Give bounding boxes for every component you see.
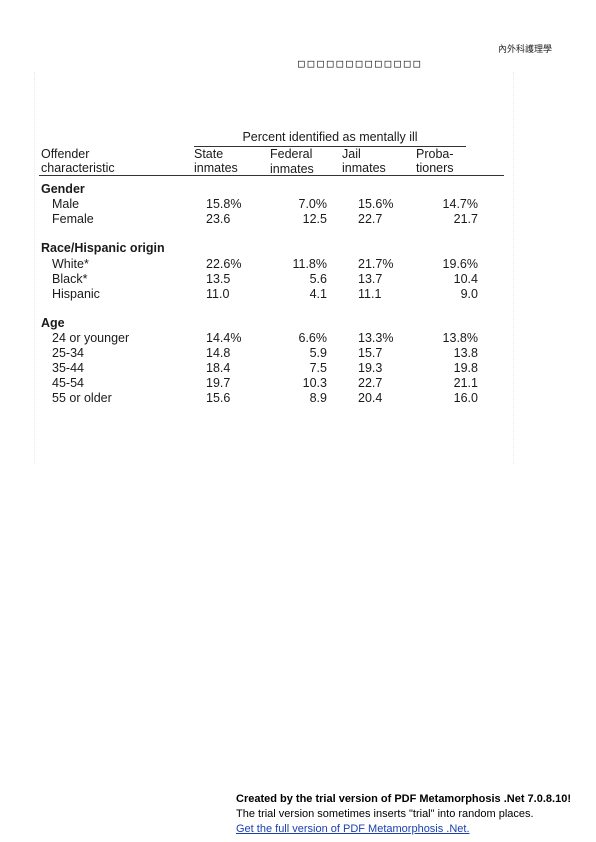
column-header-line1: Federal bbox=[270, 147, 313, 161]
row-header: Offender characteristic bbox=[41, 147, 115, 175]
federal-value: 7.5 bbox=[309, 361, 327, 375]
jail-value: 11.1 bbox=[358, 287, 382, 301]
jail-value: 19.3 bbox=[358, 361, 383, 375]
probationers-value: 21.7 bbox=[453, 212, 478, 226]
state-value: 13.5 bbox=[206, 272, 231, 286]
column-header-probationers: Proba- tioners bbox=[416, 147, 454, 175]
federal-value: 6.6% bbox=[298, 331, 328, 345]
federal-value: 11.8% bbox=[292, 257, 327, 271]
page-header-text: 內外科護理學 bbox=[497, 45, 552, 55]
jail-value: 21.7% bbox=[358, 257, 394, 271]
full-version-link[interactable]: Get the full version of PDF Metamorphosi… bbox=[236, 823, 470, 835]
section-title-race: Race/Hispanic origin bbox=[41, 241, 165, 255]
column-header-federal: Federal inmates bbox=[270, 147, 314, 177]
federal-value: 5.6 bbox=[309, 272, 327, 286]
jail-value: 22.7 bbox=[358, 212, 383, 226]
state-value: 19.7 bbox=[206, 376, 231, 390]
federal-value: 7.0% bbox=[298, 197, 328, 211]
row-header-line1: Offender bbox=[41, 147, 90, 161]
table-span-header: Percent identified as mentally ill bbox=[194, 130, 466, 147]
table-row: 35-44 18.4 7.5 19.3 19.8 bbox=[0, 361, 596, 376]
state-value: 15.8% bbox=[206, 197, 242, 211]
table-row: 25-34 14.8 5.9 15.7 13.8 bbox=[0, 346, 596, 361]
column-header-line1: Proba- bbox=[416, 147, 454, 161]
jail-value: 20.4 bbox=[358, 391, 383, 405]
jail-value: 22.7 bbox=[358, 376, 383, 390]
table-row: 55 or older 15.6 8.9 20.4 16.0 bbox=[0, 391, 596, 406]
probationers-value: 14.7% bbox=[442, 197, 478, 211]
column-header-line2: inmates bbox=[342, 161, 386, 175]
row-label: Black* bbox=[52, 272, 88, 286]
row-label: 25-34 bbox=[52, 346, 84, 360]
row-header-line2: characteristic bbox=[41, 161, 115, 175]
table-row: Hispanic 11.0 4.1 11.1 9.0 bbox=[0, 287, 596, 302]
state-value: 15.6 bbox=[206, 391, 231, 405]
federal-value: 10.3 bbox=[302, 376, 327, 390]
row-label: 24 or younger bbox=[52, 331, 130, 345]
column-header-line2: tioners bbox=[416, 161, 454, 175]
trial-notice: Created by the trial version of PDF Meta… bbox=[236, 792, 571, 837]
section-title-gender: Gender bbox=[41, 182, 85, 196]
probationers-value: 10.4 bbox=[453, 272, 478, 286]
state-value: 18.4 bbox=[206, 361, 231, 375]
row-label: Male bbox=[52, 197, 80, 211]
column-header-line1: Jail bbox=[342, 147, 361, 161]
header-rule bbox=[39, 175, 504, 176]
table-row: 24 or younger 14.4% 6.6% 13.3% 13.8% bbox=[0, 331, 596, 346]
column-header-state: State inmates bbox=[194, 147, 238, 175]
federal-value: 4.1 bbox=[309, 287, 327, 301]
jail-value: 15.7 bbox=[358, 346, 383, 360]
federal-value: 8.9 bbox=[309, 391, 327, 405]
probationers-value: 19.6% bbox=[442, 257, 478, 271]
column-header-line2: inmates bbox=[194, 161, 238, 175]
jail-value: 15.6% bbox=[358, 197, 394, 211]
probationers-value: 9.0 bbox=[460, 287, 478, 301]
probationers-value: 13.8% bbox=[442, 331, 478, 345]
probationers-value: 19.8 bbox=[453, 361, 478, 375]
column-header-line2: inmates bbox=[270, 162, 314, 176]
row-label: 45-54 bbox=[52, 376, 84, 390]
federal-value: 5.9 bbox=[309, 346, 327, 360]
federal-value: 12.5 bbox=[302, 212, 327, 226]
row-label: 35-44 bbox=[52, 361, 84, 375]
table-row: 45-54 19.7 10.3 22.7 21.1 bbox=[0, 376, 596, 391]
section-title-age: Age bbox=[41, 316, 65, 330]
probationers-value: 13.8 bbox=[453, 346, 478, 360]
trial-notice-title: Created by the trial version of PDF Meta… bbox=[236, 793, 571, 805]
table-row: Male 15.8% 7.0% 15.6% 14.7% bbox=[0, 197, 596, 212]
table-row: Female 23.6 12.5 22.7 21.7 bbox=[0, 212, 596, 227]
table-row: Black* 13.5 5.6 13.7 10.4 bbox=[0, 272, 596, 287]
jail-value: 13.3% bbox=[358, 331, 394, 345]
column-header-line1: State bbox=[194, 147, 224, 161]
jail-value: 13.7 bbox=[358, 272, 383, 286]
row-label: Female bbox=[52, 212, 94, 226]
row-label: White* bbox=[52, 257, 89, 271]
probationers-value: 16.0 bbox=[453, 391, 478, 405]
probationers-value: 21.1 bbox=[453, 376, 478, 390]
state-value: 23.6 bbox=[206, 212, 231, 226]
trial-notice-text: The trial version sometimes inserts "tri… bbox=[236, 808, 534, 820]
missing-glyph-boxes: □□□□□□□□□□□□□ bbox=[298, 57, 424, 70]
row-label: Hispanic bbox=[52, 287, 100, 301]
state-value: 14.4% bbox=[206, 331, 242, 345]
state-value: 11.0 bbox=[206, 287, 230, 301]
column-header-jail: Jail inmates bbox=[342, 147, 386, 175]
table-frame bbox=[34, 72, 514, 464]
state-value: 22.6% bbox=[206, 257, 242, 271]
row-label: 55 or older bbox=[52, 391, 112, 405]
state-value: 14.8 bbox=[206, 346, 231, 360]
table-row: White* 22.6% 11.8% 21.7% 19.6% bbox=[0, 257, 596, 272]
